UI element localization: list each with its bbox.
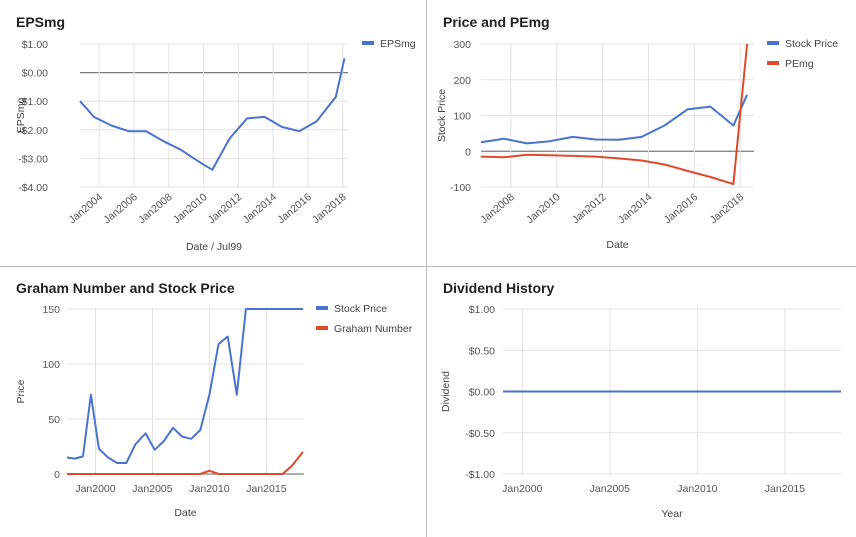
y-tick-label: -$1.00 <box>465 469 495 481</box>
legend-swatch <box>362 41 374 45</box>
x-tick-label: Jan2006 <box>101 191 140 226</box>
x-axis-title: Date <box>174 507 196 519</box>
y-tick-label: 50 <box>48 414 60 426</box>
y-axis-title: EPSmg <box>15 98 27 134</box>
horizontal-divider <box>0 266 856 267</box>
x-tick-label: Jan2000 <box>75 483 115 495</box>
series-line-pemg <box>480 43 749 186</box>
y-tick-label: 300 <box>453 39 471 51</box>
x-tick-label: Jan2015 <box>765 483 805 495</box>
x-tick-label: Jan2012 <box>570 191 609 226</box>
y-tick-label: 100 <box>453 111 471 123</box>
y-axis-title: Dividend <box>440 371 452 412</box>
series-line-stock-price <box>66 308 303 464</box>
legend-swatch <box>767 61 779 65</box>
y-tick-label: -$0.50 <box>465 428 495 440</box>
x-tick-label: Jan2015 <box>246 483 286 495</box>
legend-swatch <box>316 326 328 330</box>
x-tick-label: Jan2010 <box>677 483 717 495</box>
y-tick-label: $0.50 <box>469 345 495 357</box>
x-tick-label: Jan2018 <box>708 191 747 226</box>
legend-label: Stock Price <box>785 38 838 50</box>
x-tick-label: Jan2004 <box>66 191 105 226</box>
x-tick-label: Jan2010 <box>171 191 210 226</box>
x-tick-label: Jan2014 <box>241 191 280 226</box>
y-axis-title: Price <box>15 379 27 403</box>
x-tick-label: Jan2000 <box>502 483 542 495</box>
y-axis-title: Stock Price <box>436 89 448 142</box>
series-line-stock-price <box>480 94 749 145</box>
series-line-epsmg <box>79 58 346 171</box>
chart-title: Dividend History <box>443 280 554 296</box>
chart-title: Price and PEmg <box>443 14 550 30</box>
legend-swatch <box>316 306 328 310</box>
epsmg-chart: EPSmg $1.00 $0.00 -$1.00 -$2.00 -$3.00 -$4.00 J… <box>15 14 416 253</box>
x-tick-label: Jan2018 <box>310 191 349 226</box>
chart-title: Graham Number and Stock Price <box>16 280 235 296</box>
dividend-chart: Dividend History $1.00 $0.50 $0.00 -$0.50 -$1… <box>440 280 841 520</box>
x-axis-title: Year <box>661 508 683 520</box>
x-tick-label: Jan2014 <box>616 191 655 226</box>
x-axis-title: Date / Jul99 <box>186 241 242 253</box>
y-tick-label: -$4.00 <box>18 182 48 194</box>
chart-title: EPSmg <box>16 14 65 30</box>
y-tick-label: 100 <box>42 359 60 371</box>
chart-panel-graham: Graham Number and Stock Price 150 100 50 0 Ja… <box>0 267 426 537</box>
x-tick-label: Jan2012 <box>206 191 245 226</box>
x-tick-label: Jan2010 <box>189 483 229 495</box>
chart-panel-dividend: Dividend History $1.00 $0.50 $0.00 -$0.50 -$1… <box>427 267 856 537</box>
x-tick-label: Jan2005 <box>132 483 172 495</box>
legend-label: PEmg <box>785 58 814 70</box>
x-tick-label: Jan2008 <box>478 191 517 226</box>
x-tick-label: Jan2016 <box>662 191 701 226</box>
series-line-graham-number <box>67 451 304 475</box>
y-tick-label: 200 <box>453 75 471 87</box>
x-tick-label: Jan2016 <box>275 191 314 226</box>
y-tick-label: -$3.00 <box>18 153 48 165</box>
y-tick-label: -$1.00 <box>18 96 48 108</box>
x-tick-label: Jan2008 <box>136 191 175 226</box>
y-tick-label: $0.00 <box>469 387 495 399</box>
y-tick-label: 150 <box>42 304 60 316</box>
y-tick-label: $1.00 <box>22 39 48 51</box>
y-tick-label: -100 <box>450 182 471 194</box>
x-tick-label: Jan2005 <box>590 483 630 495</box>
legend-label: Stock Price <box>334 303 387 315</box>
graham-chart: Graham Number and Stock Price 150 100 50 0 Ja… <box>15 280 413 519</box>
x-tick-label: Jan2010 <box>524 191 563 226</box>
legend-label: EPSmg <box>380 38 416 50</box>
y-tick-label: 0 <box>54 469 60 481</box>
chart-panel-price-pemg: Price and PEmg 300 200 100 0 -100 Jan2008 Jan20… <box>427 0 856 266</box>
x-axis-title: Date <box>606 239 628 251</box>
y-tick-label: $1.00 <box>469 304 495 316</box>
legend-swatch <box>767 41 779 45</box>
y-tick-label: -$2.00 <box>18 125 48 137</box>
vertical-divider <box>426 0 427 537</box>
y-tick-label: $0.00 <box>22 68 48 80</box>
legend-label: Graham Number <box>334 323 413 335</box>
y-tick-label: 0 <box>465 146 471 158</box>
chart-panel-epsmg: EPSmg $1.00 $0.00 -$1.00 -$2.00 -$3.00 -$4.00 J… <box>0 0 426 266</box>
